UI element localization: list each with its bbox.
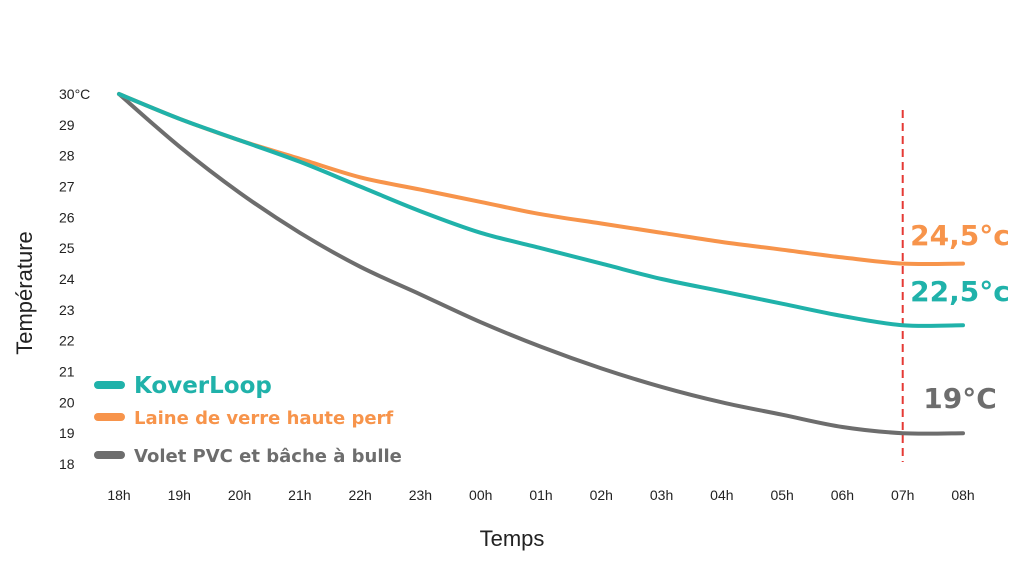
x-tick-label: 08h: [951, 487, 974, 503]
end-value-label: 19°C: [923, 382, 997, 415]
y-tick-label: 24: [59, 271, 75, 287]
y-tick-label: 29: [59, 117, 75, 133]
x-tick-label: 22h: [348, 487, 371, 503]
x-tick-labels: 18h 19h 20h 21h 22h 23h 00h 01h 02h 03h 04h 05h 06h 0…: [107, 487, 974, 503]
y-tick-label: 21: [59, 364, 75, 380]
x-axis-title: Temps: [480, 526, 545, 551]
y-tick-label: 19: [59, 425, 75, 441]
legend: KoverLoop Laine de verre haute perf Volet …: [94, 373, 402, 467]
x-tick-label: 23h: [409, 487, 432, 503]
y-tick-label: 28: [59, 148, 75, 164]
x-tick-label: 06h: [831, 487, 854, 503]
y-tick-label: 20: [59, 394, 75, 410]
x-tick-label: 01h: [529, 487, 552, 503]
legend-label: Laine de verre haute perf: [134, 408, 393, 429]
series-lines-layer: [117, 92, 965, 436]
y-tick-label: 25: [59, 240, 75, 256]
y-axis-title: Température: [12, 231, 37, 355]
y-tick-labels: 30°C 29 28 27 26 25 24 23 22 21 20 19 18: [59, 86, 90, 472]
y-tick-label: 18: [59, 456, 75, 472]
x-tick-label: 20h: [228, 487, 251, 503]
end-value-label: 24,5°c: [910, 219, 1010, 252]
y-tick-label: 23: [59, 302, 75, 318]
y-tick-label: 27: [59, 179, 75, 195]
legend-label: KoverLoop: [134, 373, 272, 399]
end-value-labels: 22,5°c 24,5°c 19°C: [910, 219, 1010, 415]
y-tick-label: 26: [59, 209, 75, 225]
x-tick-label: 05h: [770, 487, 793, 503]
y-tick-label: 22: [59, 333, 75, 349]
x-tick-label: 00h: [469, 487, 492, 503]
x-tick-label: 04h: [710, 487, 733, 503]
x-tick-label: 18h: [107, 487, 130, 503]
x-tick-label: 21h: [288, 487, 311, 503]
x-tick-label: 07h: [891, 487, 914, 503]
end-value-label: 22,5°c: [910, 275, 1010, 308]
series-line: [117, 92, 965, 436]
x-tick-label: 19h: [168, 487, 191, 503]
x-tick-label: 03h: [650, 487, 673, 503]
y-tick-label: 30°C: [59, 86, 90, 102]
series-line: [117, 92, 965, 267]
legend-label: Volet PVC et bâche à bulle: [134, 446, 402, 467]
series-line: [117, 92, 965, 328]
x-tick-label: 02h: [590, 487, 613, 503]
